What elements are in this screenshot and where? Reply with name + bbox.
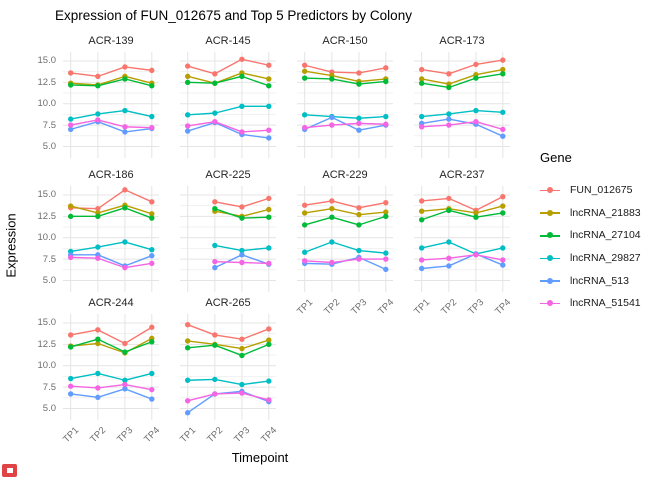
y-tick-label: 10.0 bbox=[37, 98, 57, 110]
x-tick-label: TP1 bbox=[61, 425, 82, 446]
facet-panel-ACR-244 bbox=[63, 314, 159, 420]
facet-panel-ACR-186 bbox=[63, 186, 159, 292]
x-tick-label: TP2 bbox=[205, 425, 226, 446]
y-tick-label: 12.5 bbox=[37, 338, 57, 350]
legend-item-lncRNA_29827: lncRNA_29827 bbox=[540, 247, 641, 270]
x-tick-label: TP4 bbox=[142, 425, 163, 446]
facet-title-ACR-145: ACR-145 bbox=[205, 35, 251, 47]
y-tick-label: 15.0 bbox=[37, 55, 57, 67]
x-tick-label: TP2 bbox=[439, 297, 460, 318]
x-tick-label: TP3 bbox=[349, 297, 370, 318]
facet-panel-ACR-229 bbox=[297, 186, 393, 292]
x-tick-label: TP3 bbox=[466, 297, 487, 318]
facet-title-ACR-244: ACR-244 bbox=[88, 297, 134, 309]
y-tick-label: 12.5 bbox=[37, 76, 57, 88]
x-tick-label: TP2 bbox=[322, 297, 343, 318]
x-tick-label: TP1 bbox=[412, 297, 433, 318]
y-tick-label: 15.0 bbox=[37, 317, 57, 329]
facet-title-ACR-150: ACR-150 bbox=[322, 35, 368, 47]
facet-title-ACR-225: ACR-225 bbox=[205, 169, 251, 181]
y-tick-label: 7.5 bbox=[42, 253, 56, 265]
legend-title: Gene bbox=[540, 150, 572, 165]
legend-item-lncRNA_513: lncRNA_513 bbox=[540, 269, 641, 292]
x-tick-label: TP1 bbox=[178, 425, 199, 446]
y-tick-label: 10.0 bbox=[37, 360, 57, 372]
legend-key-icon bbox=[540, 253, 560, 263]
facet-title-ACR-139: ACR-139 bbox=[88, 35, 134, 47]
x-tick-label: TP4 bbox=[376, 297, 397, 318]
x-tick-label: TP4 bbox=[259, 425, 280, 446]
y-tick-label: 7.5 bbox=[42, 381, 56, 393]
facet-panel-ACR-150 bbox=[297, 52, 393, 158]
legend-key-icon bbox=[540, 208, 560, 218]
x-tick-label: TP3 bbox=[232, 425, 253, 446]
facet-panel-ACR-265 bbox=[180, 314, 276, 420]
legend-item-FUN_012675: FUN_012675 bbox=[540, 179, 641, 202]
y-tick-label: 7.5 bbox=[42, 119, 56, 131]
y-tick-label: 5.0 bbox=[42, 140, 56, 152]
legend-label: lncRNA_29827 bbox=[570, 252, 641, 265]
legend-item-lncRNA_21883: lncRNA_21883 bbox=[540, 202, 641, 225]
y-axis-title: Expression bbox=[3, 213, 19, 278]
x-axis-title: Timepoint bbox=[231, 450, 289, 465]
facet-title-ACR-237: ACR-237 bbox=[439, 169, 485, 181]
legend-item-lncRNA_51541: lncRNA_51541 bbox=[540, 292, 641, 315]
x-tick-label: TP4 bbox=[493, 297, 514, 318]
facet-title-ACR-173: ACR-173 bbox=[439, 35, 485, 47]
y-tick-label: 12.5 bbox=[37, 210, 57, 222]
legend-label: lncRNA_513 bbox=[570, 274, 629, 287]
y-tick-label: 5.0 bbox=[42, 274, 56, 286]
legend-key-icon bbox=[540, 230, 560, 240]
facet-panel-ACR-225 bbox=[180, 186, 276, 292]
legend-label: lncRNA_27104 bbox=[570, 229, 641, 242]
facet-panel-ACR-145 bbox=[180, 52, 276, 158]
facet-panel-ACR-173 bbox=[414, 52, 510, 158]
y-tick-label: 5.0 bbox=[42, 402, 56, 414]
legend-key-icon bbox=[540, 298, 560, 308]
facet-title-ACR-265: ACR-265 bbox=[205, 297, 251, 309]
x-tick-label: TP3 bbox=[115, 425, 136, 446]
legend-label: lncRNA_21883 bbox=[570, 206, 641, 219]
chart-title: Expression of FUN_012675 and Top 5 Predi… bbox=[55, 8, 412, 23]
x-tick-label: TP2 bbox=[88, 425, 109, 446]
legend-item-lncRNA_27104: lncRNA_27104 bbox=[540, 224, 641, 247]
legend-key-icon bbox=[540, 276, 560, 286]
legend-label: lncRNA_51541 bbox=[570, 297, 641, 310]
y-tick-label: 15.0 bbox=[37, 189, 57, 201]
facet-panel-ACR-139 bbox=[63, 52, 159, 158]
facet-title-ACR-186: ACR-186 bbox=[88, 169, 134, 181]
viewer-artifact-icon bbox=[2, 464, 17, 477]
facet-title-ACR-229: ACR-229 bbox=[322, 169, 368, 181]
legend-label: FUN_012675 bbox=[570, 184, 633, 197]
x-tick-label: TP1 bbox=[295, 297, 316, 318]
legend-key-icon bbox=[540, 185, 560, 195]
facet-panel-ACR-237 bbox=[414, 186, 510, 292]
y-tick-label: 10.0 bbox=[37, 232, 57, 244]
